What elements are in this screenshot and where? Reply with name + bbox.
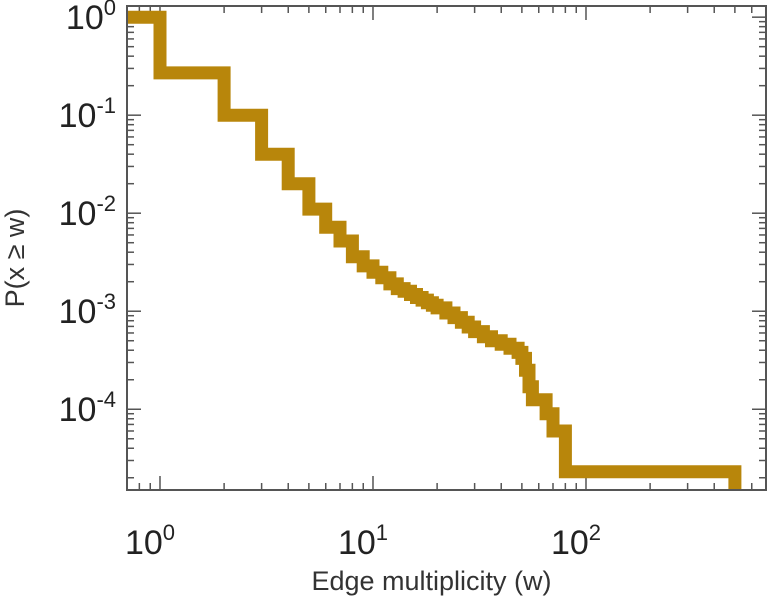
- y-tick-exponent: -2: [96, 191, 116, 216]
- plot-frame: [126, 5, 767, 491]
- y-tick-base: 10: [59, 293, 97, 331]
- y-tick-base: 10: [59, 97, 97, 135]
- x-tick-exponent: 0: [163, 520, 175, 545]
- x-tick-base: 10: [338, 524, 376, 562]
- y-tick-exponent: -1: [96, 93, 116, 118]
- y-tick-label: 100: [66, 0, 116, 37]
- y-tick-exponent: -4: [96, 387, 116, 412]
- x-tick-base: 10: [551, 524, 589, 562]
- x-tick-label: 100: [125, 520, 175, 562]
- x-tick-labels: 100 101 102: [125, 520, 601, 562]
- y-tick-exponent: -3: [96, 289, 116, 314]
- x-tick-exponent: 2: [589, 520, 601, 545]
- y-tick-label: 10-3: [59, 289, 116, 331]
- x-tick-label: 102: [551, 520, 601, 562]
- y-tick-exponent: 0: [104, 0, 116, 20]
- x-tick-base: 10: [125, 524, 163, 562]
- x-tick-label: 101: [338, 520, 388, 562]
- x-tick-exponent: 1: [376, 520, 388, 545]
- x-axis-label: Edge multiplicity (w): [311, 566, 551, 596]
- y-tick-base: 10: [59, 391, 97, 429]
- y-tick-base: 10: [59, 195, 97, 233]
- y-axis-label: P(x ≥ w): [0, 209, 30, 308]
- series-step-line: [127, 10, 742, 490]
- y-tick-label: 10-4: [59, 387, 116, 429]
- tick-marks: [126, 6, 767, 490]
- y-tick-base: 10: [66, 0, 104, 37]
- y-tick-label: 10-2: [59, 191, 116, 233]
- y-tick-label: 10-1: [59, 93, 116, 135]
